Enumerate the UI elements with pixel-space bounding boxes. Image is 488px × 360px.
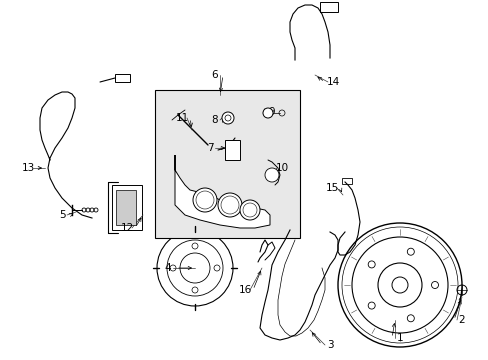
Text: 1: 1 [396,333,403,343]
Text: 15: 15 [325,183,338,193]
Bar [224,140,240,160]
Bar [112,185,142,230]
Bar [319,2,337,12]
Text: 14: 14 [325,77,339,87]
Text: 16: 16 [238,285,251,295]
Text: 12: 12 [120,223,133,233]
Bar [341,178,351,184]
Text: 9: 9 [268,107,275,117]
Circle shape [240,200,260,220]
Polygon shape [175,155,269,228]
Text: 5: 5 [59,210,65,220]
FancyBboxPatch shape [155,90,299,238]
Circle shape [218,193,242,217]
Circle shape [193,188,217,212]
Text: 4: 4 [164,263,171,273]
Circle shape [222,112,234,124]
Text: 6: 6 [211,70,218,80]
Circle shape [264,168,279,182]
Text: 8: 8 [211,115,218,125]
Circle shape [263,108,272,118]
Text: 13: 13 [21,163,35,173]
Text: 3: 3 [326,340,333,350]
Bar [116,190,136,225]
Text: 11: 11 [175,113,188,123]
Bar [115,74,130,82]
Text: 7: 7 [206,143,213,153]
Text: 10: 10 [275,163,288,173]
Text: 2: 2 [458,315,465,325]
